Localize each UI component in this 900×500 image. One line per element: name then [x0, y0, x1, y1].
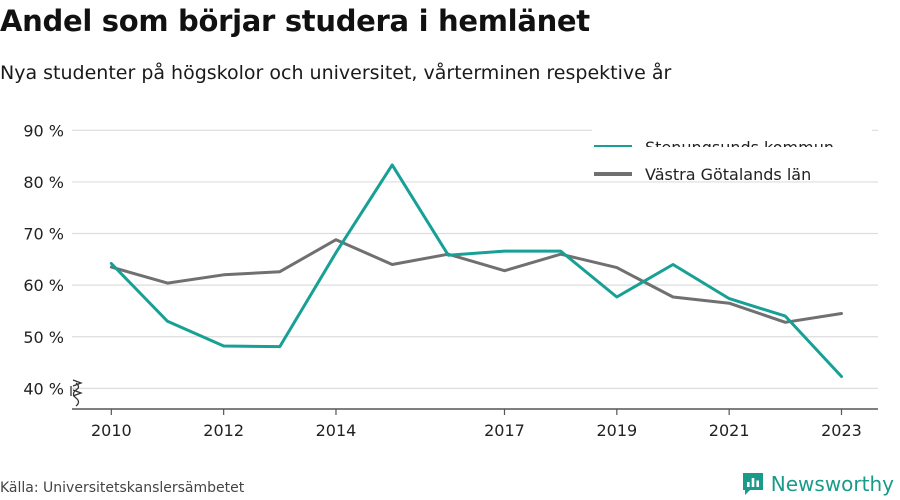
legend-bg — [592, 120, 872, 146]
y-tick-label: 90 % — [23, 121, 64, 140]
brand-logo: Newsworthy — [741, 469, 894, 499]
x-tick-label: 2019 — [596, 421, 637, 440]
y-tick-label: 70 % — [23, 225, 64, 244]
y-tick-label: 60 % — [23, 276, 64, 295]
source-note: Källa: Universitetskanslersämbetet — [0, 480, 245, 496]
x-tick-label: 2021 — [709, 421, 750, 440]
axis-break-squiggle — [72, 382, 80, 407]
newsworthy-logo-icon — [742, 473, 763, 495]
legend-label: Västra Götalands län — [645, 165, 811, 184]
y-tick-label: 40 % — [23, 379, 64, 398]
legend: Stenungsunds kommunVästra Götalands län — [592, 120, 872, 184]
chart-subtitle: Nya studenter på högskolor och universit… — [0, 62, 672, 84]
chart-title: Andel som börjar studera i hemlänet — [0, 4, 590, 38]
y-axis-ticks: 40 % 50 % 60 % 70 % 80 % 90 % — [23, 121, 83, 407]
legend-bg — [592, 147, 872, 173]
brand-name: Newsworthy — [770, 472, 894, 496]
x-tick-label: 2012 — [203, 421, 244, 440]
y-tick-label: 50 % — [23, 328, 64, 347]
x-axis: 2010 2012 2014 2017 2019 2021 2023 — [72, 408, 878, 440]
x-tick-label: 2017 — [484, 421, 525, 440]
series-line-2 — [109, 238, 843, 324]
x-tick-label: 2023 — [821, 421, 862, 440]
line-chart: 40 %50 %60 %70 %80 %90 % 2010 2012 2014 201… — [23, 120, 878, 440]
x-tick-label: 2010 — [91, 421, 132, 440]
series-line-1 — [109, 163, 843, 378]
series-lines — [109, 163, 843, 378]
x-tick-label: 2014 — [316, 421, 357, 440]
gridlines — [72, 129, 878, 389]
y-tick-label: 80 % — [23, 173, 64, 192]
